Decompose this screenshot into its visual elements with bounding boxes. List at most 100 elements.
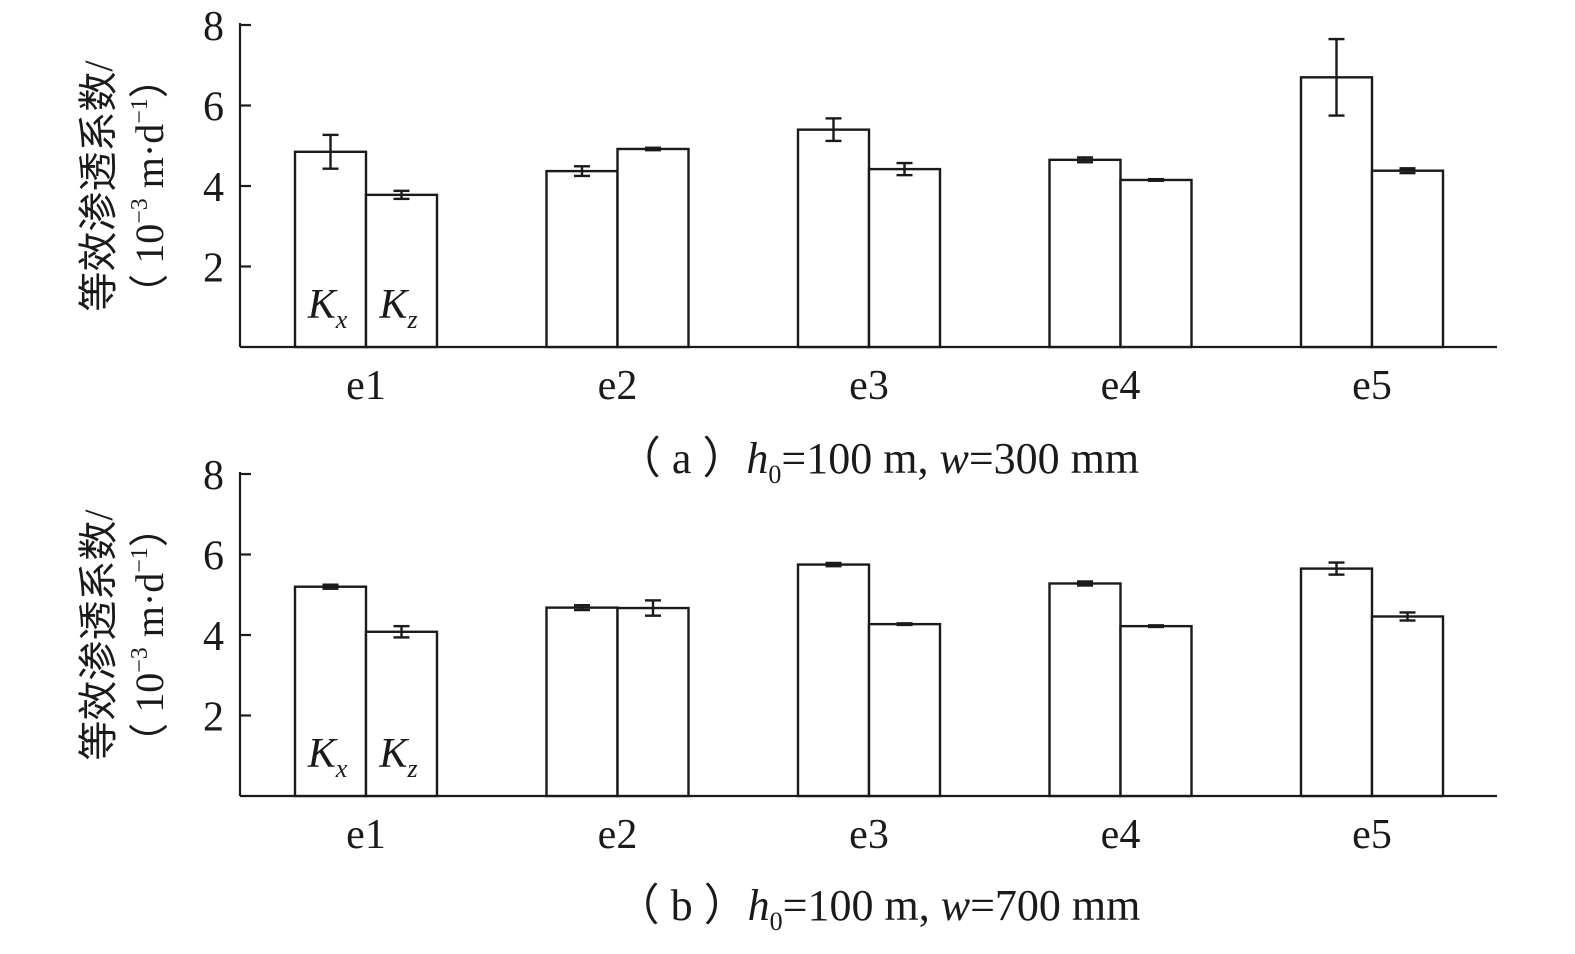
error-bar-e3-Kz bbox=[896, 622, 913, 627]
error-bar-e1-Kz bbox=[393, 624, 410, 639]
caption-prefix: （ a ） bbox=[617, 434, 747, 483]
series-label-Kz: Kz bbox=[378, 282, 417, 334]
y-axis-unit-close: ） bbox=[127, 58, 172, 98]
error-bar-e3-Kx bbox=[825, 561, 842, 568]
error-bar-e2-Kz bbox=[645, 599, 661, 617]
x-tick-label: e5 bbox=[1352, 812, 1392, 858]
x-tick-label: e2 bbox=[598, 363, 638, 409]
y-tick-label: 8 bbox=[203, 4, 224, 50]
series-label-Kx: Kx bbox=[307, 282, 348, 334]
y-tick-label: 6 bbox=[203, 85, 224, 131]
bar-e3-Kx bbox=[796, 563, 871, 798]
error-bar-e1-Kx bbox=[322, 583, 339, 590]
caption-prefix: （ b ） bbox=[616, 881, 748, 930]
caption-h-value: =100 m, bbox=[781, 434, 939, 483]
x-tick-label: e1 bbox=[346, 812, 386, 858]
bar-e2-Kz bbox=[616, 147, 690, 349]
y-axis-label-line1: 等效渗透系数/ bbox=[76, 60, 121, 312]
caption-w: w bbox=[939, 434, 969, 483]
y-axis-unit-mid: m·d bbox=[127, 573, 172, 647]
series-label-main: K bbox=[307, 282, 338, 328]
bar-e5-Kz bbox=[1370, 169, 1445, 349]
caption-w-value: =300 mm bbox=[969, 434, 1139, 483]
bar-e4-Kx bbox=[1048, 158, 1122, 349]
y-axis-label-line2: （ 10−3 m·d−1） bbox=[127, 58, 172, 314]
bar-e5-Kx bbox=[1299, 76, 1374, 349]
bar-e5-Kx bbox=[1299, 567, 1374, 798]
series-label-subscript: z bbox=[406, 305, 417, 334]
caption-h-subscript: 0 bbox=[770, 907, 783, 936]
y-tick-label: 8 bbox=[203, 453, 224, 499]
x-tick-label: e3 bbox=[849, 363, 889, 409]
bar-e1-Kx bbox=[293, 150, 368, 349]
series-label-subscript: z bbox=[406, 754, 417, 783]
y-axis-unit-exponent: −3 bbox=[127, 198, 153, 224]
error-bar-e1-Kz bbox=[393, 189, 410, 201]
y-axis-unit-exponent: −3 bbox=[127, 647, 153, 673]
caption-h-subscript: 0 bbox=[768, 460, 781, 489]
y-axis-unit-mid: m·d bbox=[127, 124, 172, 198]
bar-e2-Kx bbox=[545, 169, 619, 349]
caption-h-value: =100 m, bbox=[783, 881, 941, 930]
bar-e4-Kz bbox=[1119, 624, 1193, 798]
series-label-Kx: Kx bbox=[307, 731, 348, 783]
bar-e2-Kz bbox=[616, 606, 690, 798]
x-tick-label: e5 bbox=[1352, 363, 1392, 409]
y-tick-label: 4 bbox=[203, 614, 224, 660]
series-label-subscript: x bbox=[335, 305, 348, 334]
error-bar-e4-Kx bbox=[1077, 580, 1093, 587]
error-bar-e3-Kz bbox=[896, 161, 913, 177]
y-axis-label-line2: （ 10−3 m·d−1） bbox=[127, 507, 172, 763]
bar-e2-Kx bbox=[545, 606, 619, 798]
series-label-Kz: Kz bbox=[378, 731, 417, 783]
y-axis-unit-open: （ 10 bbox=[127, 224, 172, 314]
y-axis-unit-exponent2: −1 bbox=[127, 98, 153, 124]
error-bar-e4-Kz bbox=[1148, 624, 1164, 629]
bar-e3-Kz bbox=[867, 167, 942, 349]
x-tick-label: e1 bbox=[346, 363, 386, 409]
series-label-subscript: x bbox=[335, 754, 348, 783]
x-tick-label: e3 bbox=[849, 812, 889, 858]
error-bar-e2-Kx bbox=[574, 604, 590, 612]
bar-e4-Kz bbox=[1119, 178, 1193, 349]
error-bar-e5-Kz bbox=[1399, 167, 1416, 175]
y-axis-unit-open: （ 10 bbox=[127, 673, 172, 763]
error-bar-e5-Kz bbox=[1399, 611, 1416, 622]
bar-e3-Kx bbox=[796, 128, 871, 349]
caption-w-value: =700 mm bbox=[970, 881, 1140, 930]
panel-caption: （ b ）h0=100 m, w=700 mm bbox=[616, 881, 1141, 936]
error-bar-e2-Kz bbox=[645, 146, 661, 152]
error-bar-e2-Kx bbox=[574, 165, 590, 178]
y-tick-label: 2 bbox=[203, 695, 224, 741]
x-tick-label: e4 bbox=[1101, 812, 1141, 858]
bar-e1-Kz bbox=[364, 193, 439, 349]
x-tick-label: e4 bbox=[1101, 363, 1141, 409]
error-bar-e4-Kx bbox=[1077, 156, 1093, 164]
bar-e5-Kz bbox=[1370, 615, 1445, 798]
error-bar-e5-Kx bbox=[1328, 561, 1345, 576]
y-tick-label: 4 bbox=[203, 165, 224, 211]
caption-h: h bbox=[746, 434, 768, 483]
error-bar-e3-Kx bbox=[825, 117, 842, 143]
x-tick-label: e2 bbox=[598, 812, 638, 858]
bar-e4-Kx bbox=[1048, 582, 1122, 798]
error-bar-e1-Kx bbox=[322, 133, 339, 170]
caption-w: w bbox=[941, 881, 971, 930]
bar-e1-Kx bbox=[293, 585, 368, 798]
series-label-main: K bbox=[307, 731, 338, 777]
y-tick-label: 2 bbox=[203, 246, 224, 292]
y-axis-unit-close: ） bbox=[127, 507, 172, 547]
bar-e1-Kz bbox=[364, 630, 439, 798]
y-tick-label: 6 bbox=[203, 534, 224, 580]
series-label-main: K bbox=[378, 731, 409, 777]
y-axis-unit-exponent2: −1 bbox=[127, 547, 153, 573]
y-axis-label-line1: 等效渗透系数/ bbox=[76, 509, 121, 761]
panel-caption: （ a ）h0=100 m, w=300 mm bbox=[617, 434, 1139, 489]
series-label-main: K bbox=[378, 282, 409, 328]
error-bar-e4-Kz bbox=[1148, 177, 1164, 182]
caption-h: h bbox=[748, 881, 770, 930]
error-bar-e5-Kx bbox=[1328, 37, 1345, 117]
